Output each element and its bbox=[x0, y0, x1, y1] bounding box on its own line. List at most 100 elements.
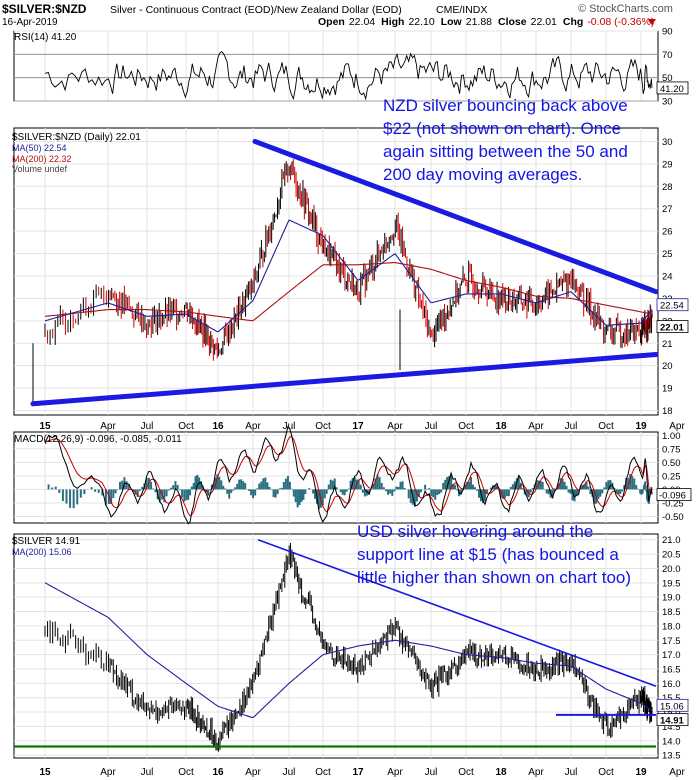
x-tick-label: Apr bbox=[669, 421, 685, 432]
x-tick-label: Apr bbox=[245, 421, 261, 432]
nzd-annotation-line-2: $22 (not shown on chart). Once bbox=[383, 119, 621, 138]
macd-last-value-label: -0.096 bbox=[659, 491, 686, 502]
x-tick-label: Apr bbox=[245, 767, 261, 778]
usd-last-value-box bbox=[656, 698, 689, 712]
y-tick-label: 16.0 bbox=[662, 679, 681, 690]
y-tick-label: 16.5 bbox=[662, 664, 681, 675]
usd-ma200-line bbox=[44, 582, 653, 719]
y-tick-label: 50 bbox=[662, 73, 673, 84]
x-tick-label: Jul bbox=[283, 767, 296, 778]
usd-price-panel: 15.06 14.91 bbox=[14, 538, 689, 752]
x-tick-label: Apr bbox=[669, 767, 685, 778]
nzd-annotation-line-4: 200 day moving averages. bbox=[383, 165, 582, 184]
rsi-last-value-label: 41.20 bbox=[660, 84, 684, 95]
x-tick-label: Oct bbox=[458, 767, 474, 778]
x-tick-label: Apr bbox=[528, 767, 544, 778]
x-tick-label: Jul bbox=[283, 421, 296, 432]
x-tick-label: Oct bbox=[178, 421, 194, 432]
nzd-legend: $SILVER:$NZD (Daily) 22.01 MA(50) 22.54 … bbox=[12, 132, 141, 174]
x-tick-label: Apr bbox=[387, 767, 403, 778]
x-axes: 15 Apr Jul Oct 16 Apr Jul Oct 17 Apr Jul Oct 18 Apr Ju… bbox=[39, 421, 685, 778]
nzd-price-panel: 22.54 22.01 bbox=[30, 138, 689, 407]
usd-last-value-box bbox=[656, 713, 689, 727]
y-tick-label: 21 bbox=[662, 339, 673, 350]
macd-last-value-box bbox=[656, 488, 692, 502]
low-value: 21.88 bbox=[466, 16, 492, 28]
close-label: Close bbox=[498, 16, 527, 28]
x-tick-label: Jul bbox=[565, 767, 578, 778]
nzd-last-value-label: 22.54 bbox=[660, 301, 684, 312]
x-tick-label: 15 bbox=[39, 421, 51, 432]
nzd-annotation-line-3: again sitting between the 50 and bbox=[383, 142, 628, 161]
y-tick-label: 14.5 bbox=[662, 722, 681, 733]
usd-annotation-line-3: little higher than shown on chart too) bbox=[357, 568, 631, 587]
rsi-line bbox=[44, 51, 653, 101]
nzd-last-value-box bbox=[656, 320, 689, 334]
low-label: Low bbox=[441, 16, 463, 28]
x-tick-label: Jul bbox=[565, 421, 578, 432]
grid-lines bbox=[14, 30, 658, 758]
usd-trendline-upper bbox=[257, 538, 657, 687]
x-tick-label: Jul bbox=[425, 421, 438, 432]
y-tick-label: 1.00 bbox=[662, 431, 681, 442]
usd-last-value-label: 15.06 bbox=[660, 701, 684, 712]
y-tick-label: 15.5 bbox=[662, 693, 681, 704]
high-value: 22.10 bbox=[408, 16, 434, 28]
y-tick-label: 15.0 bbox=[662, 708, 681, 719]
y-axes: 90705030302928272625242322212019181.000.… bbox=[662, 27, 684, 762]
usd-legend-ma200: MA(200) 15.06 bbox=[12, 547, 72, 557]
nzd-ma200-line bbox=[44, 262, 653, 322]
nzd-last-value-box bbox=[656, 298, 689, 312]
rsi-title-text: RSI(14) 41.20 bbox=[14, 32, 77, 43]
header-description: Silver - Continuous Contract (EOD)/New Z… bbox=[110, 4, 402, 16]
y-tick-label: 25 bbox=[662, 249, 673, 260]
nzd-legend-volume: Volume undef bbox=[12, 164, 68, 174]
panel-frame-usd bbox=[13, 533, 659, 759]
nzd-annotation-line-1: NZD silver bouncing back above bbox=[383, 96, 628, 115]
y-tick-label: 18 bbox=[662, 406, 673, 417]
x-tick-label: 18 bbox=[495, 421, 507, 432]
open-label: Open bbox=[318, 16, 345, 28]
watermark: © StockCharts.com bbox=[578, 3, 673, 15]
panel-frame-nzd bbox=[13, 127, 659, 416]
y-tick-label: 17.5 bbox=[662, 636, 681, 647]
nzd-annotation: NZD silver bouncing back above $22 (not … bbox=[383, 96, 633, 184]
y-tick-label: 30 bbox=[662, 137, 673, 148]
x-tick-label: Oct bbox=[598, 421, 614, 432]
panel-frame-macd bbox=[13, 431, 659, 524]
rsi-last-value-box bbox=[656, 81, 689, 95]
x-tick-label: Oct bbox=[315, 421, 331, 432]
y-tick-label: -0.50 bbox=[662, 512, 684, 523]
header-ohlc: Open 22.04 High 22.10 Low 21.88 Close 22.01 Chg -… bbox=[318, 16, 654, 28]
x-tick-label: Apr bbox=[528, 421, 544, 432]
macd-histogram bbox=[47, 473, 653, 510]
usd-last-value-label: 14.91 bbox=[660, 716, 684, 727]
y-tick-label: 18.0 bbox=[662, 621, 681, 632]
x-tick-label: 16 bbox=[212, 421, 224, 432]
y-tick-label: 30 bbox=[662, 97, 673, 108]
macd-line bbox=[44, 425, 653, 525]
x-tick-label: Apr bbox=[100, 421, 116, 432]
x-tick-label: Oct bbox=[598, 767, 614, 778]
x-tick-label: Oct bbox=[315, 767, 331, 778]
usd-annotation-line-1: USD silver hovering around the bbox=[357, 522, 593, 541]
y-tick-label: 17.0 bbox=[662, 650, 681, 661]
close-value: 22.01 bbox=[531, 16, 557, 28]
y-tick-label: 20.5 bbox=[662, 550, 681, 561]
usd-annotation-line-2: support line at $15 (has bounced a bbox=[357, 545, 619, 564]
x-tick-label: Oct bbox=[178, 767, 194, 778]
macd-title: MACD(12,26,9) -0.096, -0.085, -0.011 bbox=[14, 434, 182, 445]
x-tick-label: Jul bbox=[141, 421, 154, 432]
y-tick-label: 19.0 bbox=[662, 593, 681, 604]
usd-annotation: USD silver hovering around the support l… bbox=[357, 522, 631, 587]
x-tick-label: 18 bbox=[495, 767, 507, 778]
y-tick-label: 19.5 bbox=[662, 578, 681, 589]
usd-legend: $SILVER 14.91 MA(200) 15.06 bbox=[12, 536, 81, 557]
x-tick-label: Jul bbox=[425, 767, 438, 778]
x-tick-label: 19 bbox=[635, 767, 647, 778]
nzd-ma50-line bbox=[44, 219, 653, 333]
y-tick-label: 20.0 bbox=[662, 564, 681, 575]
down-arrow-icon bbox=[648, 19, 656, 25]
nzd-legend-main: $SILVER:$NZD (Daily) 22.01 bbox=[12, 132, 141, 143]
